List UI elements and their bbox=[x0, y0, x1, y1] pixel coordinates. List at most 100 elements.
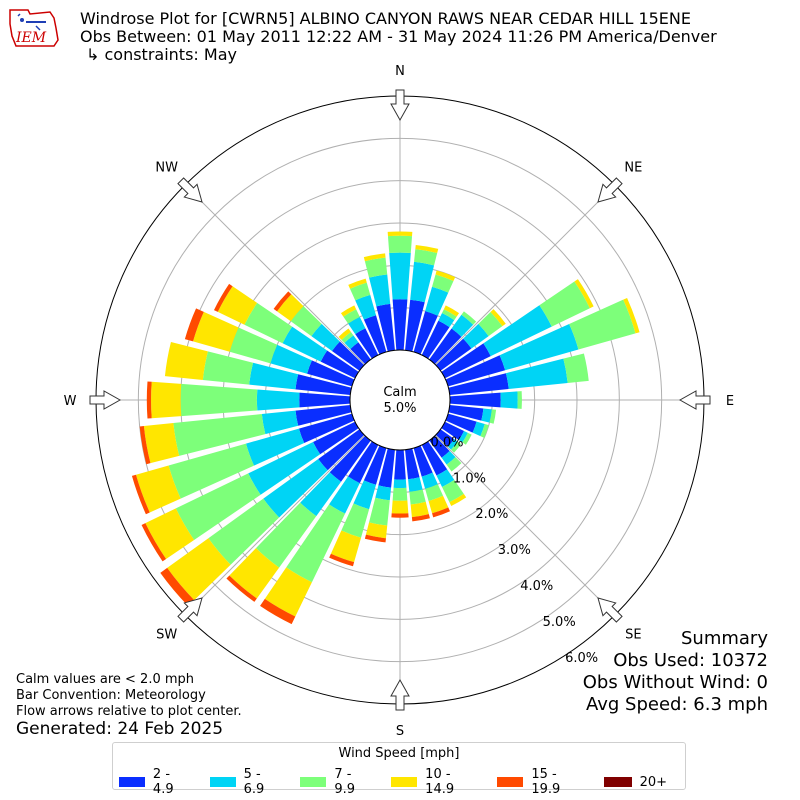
wind-bar-segment bbox=[164, 342, 208, 380]
wind-bar-segment bbox=[505, 358, 568, 389]
wind-bar-segment bbox=[443, 305, 460, 317]
wind-bar-segment bbox=[329, 435, 371, 482]
wind-bar-segment bbox=[295, 374, 352, 395]
logo-text: IEM bbox=[15, 30, 47, 46]
wind-bar-segment bbox=[348, 278, 367, 289]
wind-bar-segment bbox=[300, 472, 342, 517]
wind-bar-segment bbox=[146, 381, 152, 419]
wind-bar-segment bbox=[290, 306, 322, 337]
wind-bar-segment bbox=[414, 249, 438, 266]
legend-label: 10 - 14.9 bbox=[425, 767, 455, 797]
wind-bar-segment bbox=[363, 445, 387, 485]
calm-label: Calm bbox=[383, 385, 416, 400]
wind-bar-segment bbox=[295, 405, 352, 426]
wind-bar-segment bbox=[208, 498, 280, 565]
legend-item: 20+ bbox=[603, 767, 667, 797]
wind-bar-segment bbox=[369, 497, 390, 526]
legend-item: 2 - 4.9 bbox=[119, 767, 192, 797]
compass-label-se: SE bbox=[625, 627, 641, 642]
compass-label-n: N bbox=[395, 64, 405, 79]
wind-bar-segment bbox=[394, 449, 406, 480]
calm-circle: Calm 5.0% bbox=[349, 349, 451, 451]
wind-bar-segment bbox=[392, 299, 408, 351]
wind-bar-segment bbox=[409, 489, 426, 505]
bar-convention-note: Bar Convention: Meteorology bbox=[16, 688, 206, 703]
wind-bar-segment bbox=[180, 383, 258, 417]
wind-bar-segment bbox=[226, 575, 257, 602]
legend-swatch bbox=[497, 777, 524, 787]
title-line-2: Obs Between: 01 May 2011 12:22 AM - 31 M… bbox=[80, 27, 717, 46]
wind-bar-segment bbox=[273, 291, 292, 312]
wind-bar-segment bbox=[442, 309, 457, 321]
wind-bar-segment bbox=[248, 442, 321, 495]
flow-arrow-icon bbox=[89, 390, 122, 410]
compass-label-e: E bbox=[726, 394, 734, 409]
wind-bar-segment bbox=[167, 538, 231, 601]
wind-bar-segment bbox=[391, 513, 409, 518]
summary-title: Summary bbox=[681, 628, 768, 649]
compass-arrow-w bbox=[89, 390, 122, 410]
radial-tick-label: 2.0% bbox=[475, 507, 508, 522]
legend-item: 10 - 14.9 bbox=[391, 767, 479, 797]
compass-arrow-se bbox=[597, 597, 623, 623]
wind-bar-segment bbox=[260, 598, 296, 625]
wind-bar-segment bbox=[500, 391, 518, 409]
wind-bar-segment bbox=[569, 299, 636, 350]
wind-bar-segment bbox=[329, 476, 360, 514]
compass-label-nw: NW bbox=[155, 161, 178, 176]
wind-bar-segment bbox=[462, 432, 472, 445]
wind-bar-segment bbox=[436, 469, 455, 487]
summary-obs-without-wind: Obs Without Wind: 0 bbox=[582, 672, 768, 693]
wind-bar-segment bbox=[350, 342, 371, 365]
wind-bar-segment bbox=[421, 441, 448, 476]
wind-bar-segment bbox=[451, 314, 474, 337]
wind-bar-segment bbox=[458, 430, 468, 443]
wind-bar-segment bbox=[461, 311, 477, 325]
radial-tick-label: 5.0% bbox=[543, 615, 576, 630]
flow-arrow-icon bbox=[390, 678, 410, 711]
flow-arrow-icon bbox=[390, 89, 410, 122]
wind-bar-segment bbox=[429, 435, 450, 458]
wind-bar-segment bbox=[478, 312, 503, 337]
wind-bar-segment bbox=[442, 479, 464, 503]
wind-bar-segment bbox=[184, 308, 204, 342]
legend-swatch bbox=[391, 777, 418, 787]
radial-tick-labels: 0.0% 1.0% 2.0% 3.0% 4.0% 5.0% 6.0% bbox=[430, 435, 598, 665]
wind-bar-segment bbox=[376, 303, 395, 352]
wind-bar-segment bbox=[392, 487, 408, 501]
compass-arrow-e bbox=[678, 390, 711, 410]
wind-bar-segment bbox=[425, 286, 449, 316]
wind-bar-segment bbox=[320, 350, 359, 379]
legend-item: 7 - 9.9 bbox=[300, 767, 373, 797]
wind-bar-segment bbox=[438, 313, 455, 328]
wind-bar-segment bbox=[229, 548, 280, 599]
wind-bar-segment bbox=[298, 413, 355, 444]
wind-bar-segment bbox=[415, 244, 439, 254]
wind-bar-segment bbox=[249, 362, 299, 390]
wind-bar-segment bbox=[539, 281, 590, 327]
calm-note: Calm values are < 2.0 mph bbox=[16, 672, 195, 687]
wind-bar-segment bbox=[411, 514, 430, 522]
compass-label-w: W bbox=[64, 394, 77, 409]
legend-swatch bbox=[300, 777, 327, 787]
flow-arrow-icon bbox=[597, 177, 623, 203]
wind-bar-segment bbox=[375, 485, 392, 501]
grid-spoke bbox=[184, 184, 365, 365]
wind-bar-segment bbox=[421, 472, 438, 489]
title-line-3: ↳ constraints: May bbox=[86, 45, 237, 64]
iem-logo: IEM bbox=[9, 9, 59, 47]
wind-bar-segment bbox=[261, 410, 299, 435]
wind-bar-segment bbox=[428, 495, 449, 514]
wind-bar-segment bbox=[387, 231, 413, 237]
wind-bar-segment bbox=[341, 331, 354, 343]
wind-bar-segment bbox=[331, 341, 365, 371]
wind-bar-segment bbox=[435, 338, 472, 371]
wind-bar-segment bbox=[202, 351, 254, 385]
legend-title: Wind Speed [mph] bbox=[338, 746, 460, 761]
generated-date: Generated: 24 Feb 2025 bbox=[16, 719, 224, 739]
wind-bar-segment bbox=[421, 320, 450, 359]
title-line-1: Windrose Plot for [CWRN5] ALBINO CANYON … bbox=[80, 9, 691, 28]
radial-tick-label: 0.0% bbox=[430, 435, 463, 450]
wind-bar-segment bbox=[449, 493, 467, 506]
